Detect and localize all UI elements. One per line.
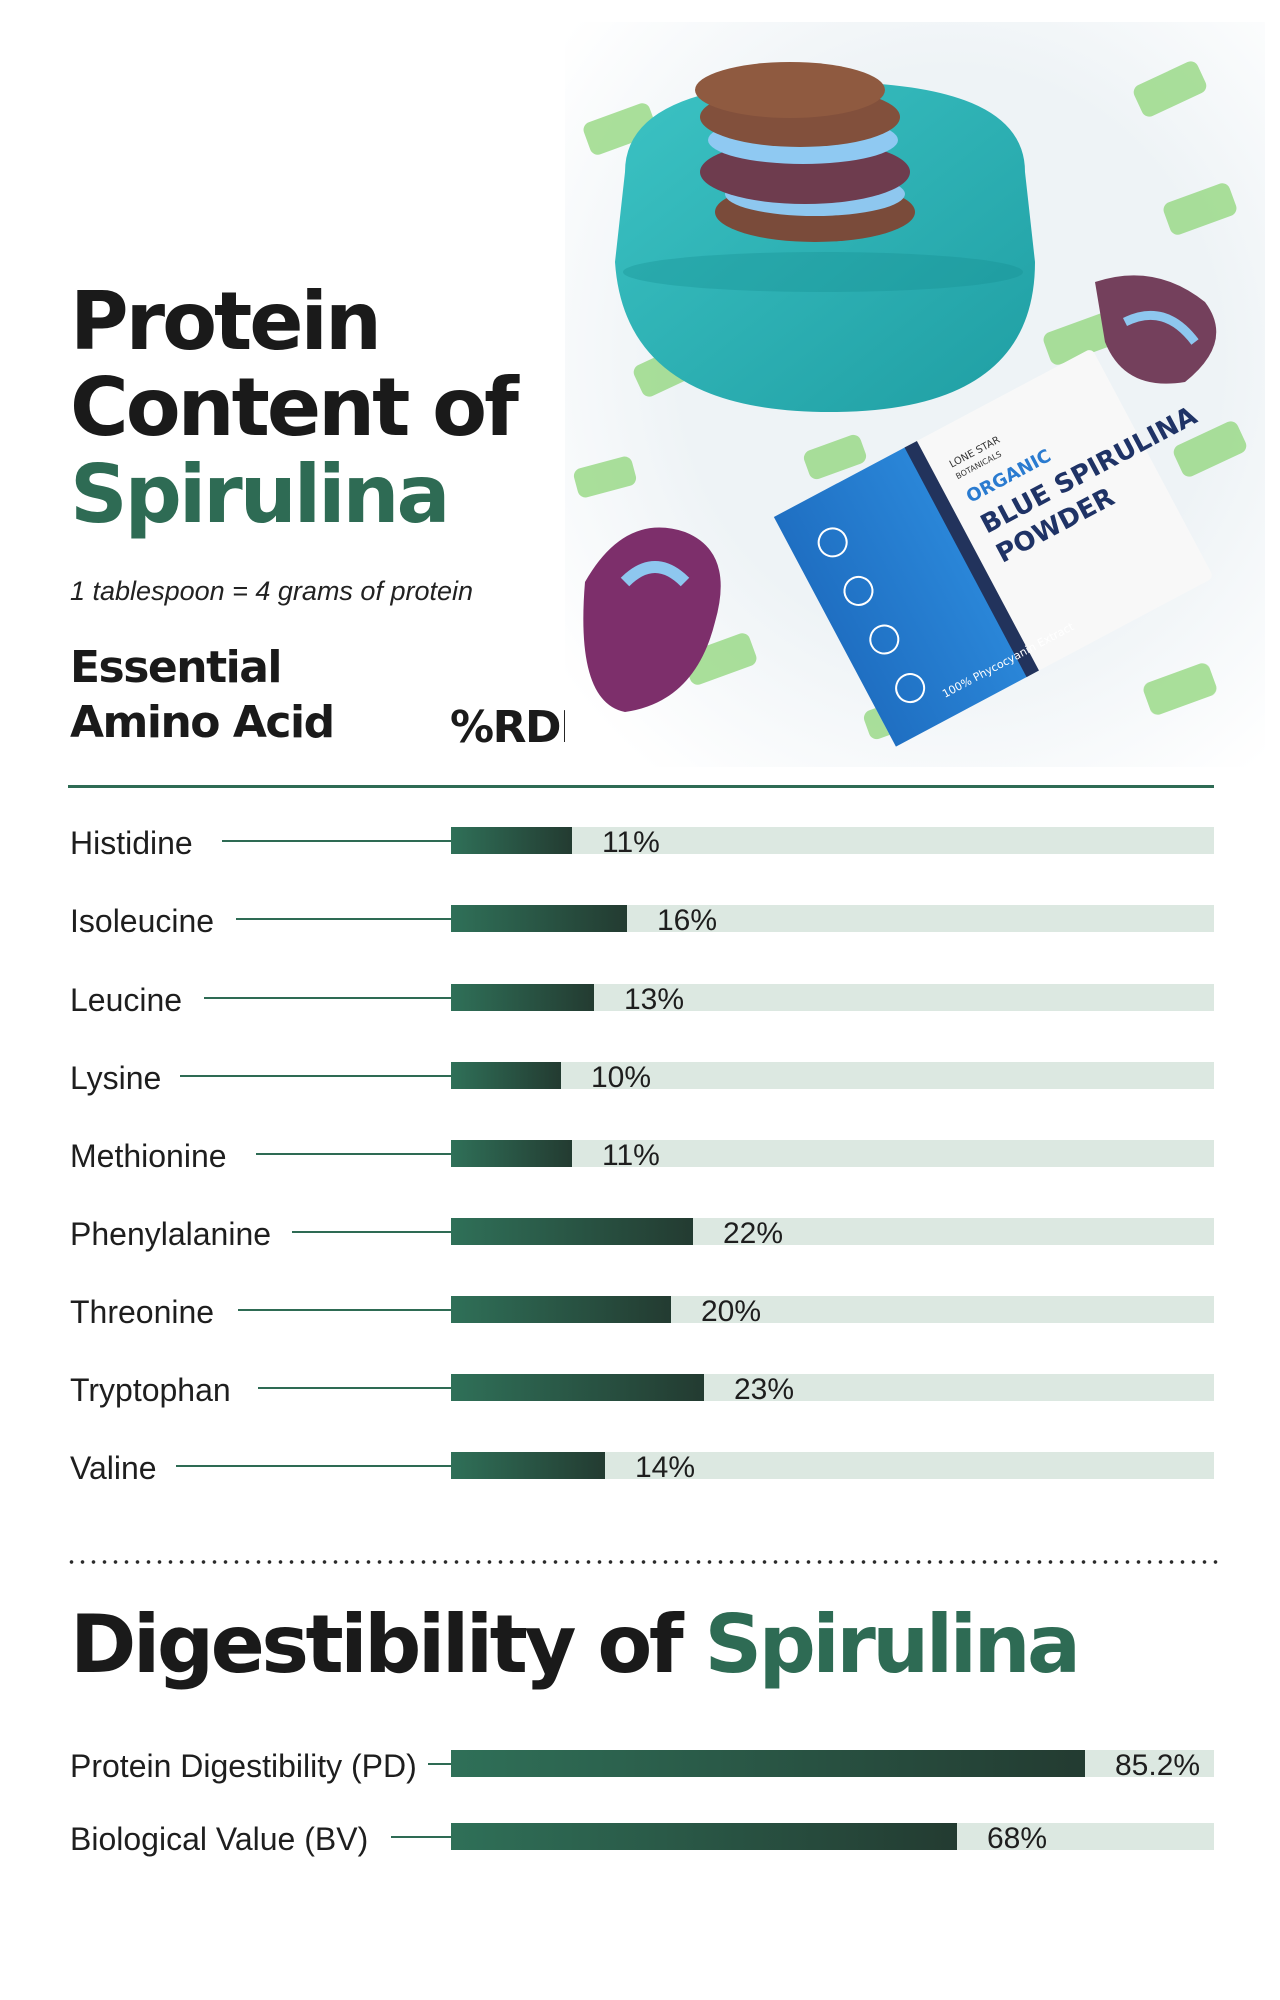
digestibility-label: Biological Value (BV) <box>70 1821 369 1857</box>
column-header-line-1: Essential <box>70 642 282 693</box>
bar-value-label: 11% <box>602 826 660 859</box>
amino-label: Isoleucine <box>70 903 215 939</box>
digestibility-title-part-2: Spirulina <box>704 1598 1082 1691</box>
title-line-3: Spirulina <box>70 448 450 541</box>
bar-fill <box>451 905 627 932</box>
dotted-divider <box>66 1560 1218 1564</box>
bar-track <box>451 1062 1214 1089</box>
amino-label: Histidine <box>70 825 193 861</box>
bar-fill <box>451 1750 1085 1777</box>
digestibility-label: Protein Digestibility (PD) <box>70 1748 417 1784</box>
bar-fill <box>451 1218 693 1245</box>
leader-line <box>391 1836 451 1838</box>
leader-line <box>238 1309 451 1311</box>
column-header-rdi: %RDI <box>450 702 576 753</box>
bar-track <box>451 1140 1214 1167</box>
bar-fill <box>451 1823 957 1850</box>
amino-label: Valine <box>70 1450 157 1486</box>
amino-label: Threonine <box>70 1294 215 1330</box>
cookie-stack <box>695 62 915 242</box>
amino-label: Leucine <box>70 982 183 1018</box>
bar-value-label: 68% <box>987 1822 1048 1855</box>
column-header-line-2: Amino Acid <box>70 697 335 748</box>
leader-line <box>236 918 451 920</box>
amino-label: Tryptophan <box>70 1372 231 1408</box>
bar-value-label: 23% <box>734 1373 795 1406</box>
bar-fill <box>451 1140 572 1167</box>
bar-fill <box>451 984 594 1011</box>
leader-line <box>292 1231 451 1233</box>
bar-value-label: 16% <box>657 904 718 937</box>
leader-line <box>204 997 451 999</box>
amino-label: Lysine <box>70 1060 162 1096</box>
leader-line <box>258 1387 451 1389</box>
bar-value-label: 13% <box>624 983 685 1016</box>
leader-line <box>256 1153 451 1155</box>
leader-line <box>222 840 451 842</box>
cookie-piece-left <box>583 527 721 712</box>
title-line-1: Protein <box>70 275 382 368</box>
leader-line <box>180 1075 451 1077</box>
bar-value-label: 22% <box>723 1217 784 1250</box>
leader-line <box>428 1763 451 1765</box>
bar-fill <box>451 1374 704 1401</box>
bar-value-label: 11% <box>602 1139 660 1172</box>
bar-fill <box>451 1296 671 1323</box>
bar-track <box>451 827 1214 854</box>
spirulina-photo: LONE STAR BOTANICALS ORGANIC BLUE SPIRUL… <box>565 22 1265 767</box>
bar-value-label: 85.2% <box>1115 1749 1201 1782</box>
bar-value-label: 10% <box>591 1061 652 1094</box>
amino-label: Methionine <box>70 1138 227 1174</box>
bar-fill <box>451 827 572 854</box>
amino-label: Phenylalanine <box>70 1216 272 1252</box>
header-divider <box>68 785 1214 788</box>
cookie-piece-right <box>1095 275 1217 384</box>
bar-value-label: 14% <box>635 1451 696 1484</box>
subtitle: 1 tablespoon = 4 grams of protein <box>70 576 474 606</box>
spirulina-package: LONE STAR BOTANICALS ORGANIC BLUE SPIRUL… <box>773 350 1212 747</box>
digestibility-title: Digestibility of Spirulina <box>70 1605 1081 1685</box>
bar-value-label: 20% <box>701 1295 762 1328</box>
title-line-2: Content of <box>70 361 519 454</box>
bar-fill <box>451 1062 561 1089</box>
bar-fill <box>451 1452 605 1479</box>
leader-line <box>176 1465 451 1467</box>
column-header-amino-acid: Essential Amino Acid <box>70 640 335 750</box>
digestibility-title-part-1: Digestibility of <box>70 1598 684 1691</box>
